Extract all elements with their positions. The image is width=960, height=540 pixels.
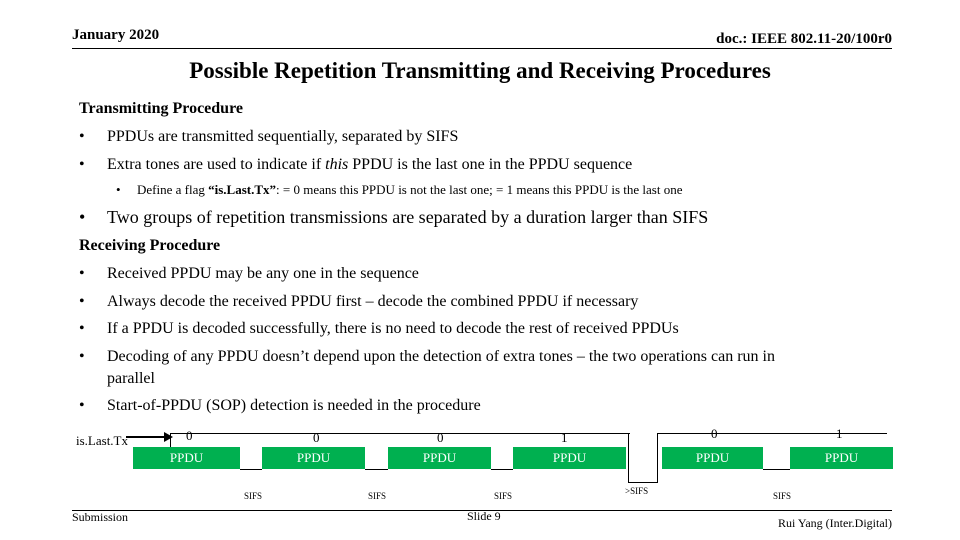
bullet-text-emphasis: this [325, 156, 349, 173]
bullet-text: PPDUs are transmitted sequentially, sepa… [107, 128, 459, 145]
header-rule [72, 48, 892, 49]
timeline-rise [657, 433, 658, 483]
list-item: • Extra tones are used to indicate if th… [79, 156, 879, 176]
flag-value: 0 [313, 430, 320, 445]
bullet-marker: • [79, 207, 86, 227]
footer-rule [72, 510, 892, 511]
list-item: • Received PPDU may be any one in the se… [79, 265, 879, 285]
ppdu-block: PPDU [662, 447, 763, 469]
gap-label: SIFS [244, 491, 263, 501]
ppdu-block: PPDU [513, 447, 626, 469]
timeline-drop [628, 433, 629, 483]
bullet-text: Extra tones are used to indicate if this… [107, 156, 633, 173]
timeline-line [657, 433, 887, 434]
flag-value: 1 [561, 430, 568, 445]
timeline-line [170, 433, 630, 434]
list-item: • Always decode the received PPDU first … [79, 293, 879, 313]
gap-label: SIFS [773, 491, 792, 501]
gap-label: SIFS [368, 491, 387, 501]
flag-label: is.Last.Tx [76, 433, 128, 448]
bullet-marker: • [79, 397, 85, 414]
bullet-text: Received PPDU may be any one in the sequ… [107, 265, 419, 282]
bullet-text-continuation: parallel [107, 370, 155, 387]
list-item: • Start-of-PPDU (SOP) detection is neede… [79, 397, 879, 417]
flag-value: 0 [437, 430, 444, 445]
list-item: • Two groups of repetition transmissions… [79, 207, 879, 229]
bullet-text: If a PPDU is decoded successfully, there… [107, 320, 679, 337]
flag-value: 1 [836, 426, 843, 441]
bullet-text: Start-of-PPDU (SOP) detection is needed … [107, 397, 481, 414]
page-title: Possible Repetition Transmitting and Rec… [189, 58, 771, 83]
ppdu-block: PPDU [790, 447, 893, 469]
sub-list-item: • Define a flag “is.Last.Tx”: = 0 means … [116, 182, 836, 200]
timeline-tick [170, 433, 171, 447]
flag-value: 0 [186, 428, 193, 443]
receiving-heading: Receiving Procedure [79, 237, 221, 254]
transmitting-heading: Transmitting Procedure [79, 100, 243, 117]
bullet-marker: • [79, 128, 85, 145]
gap-label: SIFS [494, 491, 513, 501]
list-item: • If a PPDU is decoded successfully, the… [79, 320, 879, 340]
bullet-marker: • [79, 156, 85, 173]
bullet-text: Always decode the received PPDU first – … [107, 293, 639, 310]
footer-author: Rui Yang (Inter.Digital) [778, 516, 892, 530]
bullet-marker: • [79, 348, 85, 365]
bullet-text: Two groups of repetition transmissions a… [107, 207, 709, 227]
bullet-marker: • [79, 293, 85, 310]
bullet-marker: • [79, 265, 85, 282]
flag-name: “is.Last.Tx” [208, 182, 277, 197]
gap-baseline [491, 469, 513, 470]
header-date: January 2020 [72, 27, 160, 43]
bullet-marker: • [116, 182, 121, 197]
gap-label: >SIFS [625, 486, 649, 496]
gap-baseline [240, 469, 262, 470]
gap-baseline [763, 469, 790, 470]
ppdu-block: PPDU [262, 447, 365, 469]
footer-submission: Submission [72, 510, 129, 524]
footer-slide-number: Slide 9 [467, 509, 501, 523]
ppdu-block: PPDU [388, 447, 491, 469]
gap-baseline [365, 469, 388, 470]
timeline-gap-line [628, 482, 658, 483]
bullet-text: Decoding of any PPDU doesn’t depend upon… [107, 348, 775, 365]
header-doc-id: doc.: IEEE 802.11-20/100r0 [716, 31, 892, 47]
sub-bullet-text: Define a flag “is.Last.Tx”: = 0 means th… [137, 182, 683, 197]
ppdu-block: PPDU [133, 447, 240, 469]
list-item: • Decoding of any PPDU doesn’t depend up… [79, 348, 879, 388]
flag-arrow-icon [126, 432, 173, 442]
flag-value: 0 [711, 426, 718, 441]
bullet-marker: • [79, 320, 85, 337]
list-item: • PPDUs are transmitted sequentially, se… [79, 128, 879, 148]
